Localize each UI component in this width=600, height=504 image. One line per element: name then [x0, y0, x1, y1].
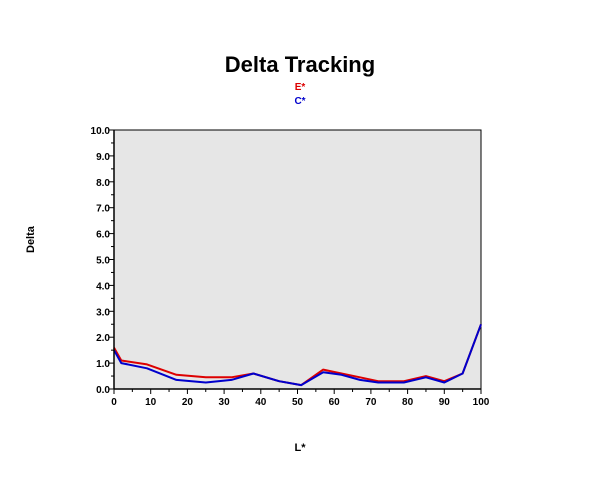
- plot-area: [113, 129, 482, 390]
- y-tick-label: 10.0: [91, 126, 111, 137]
- axis-ticks: 0.0 1.0 2.0 3.0 4.0 5.0 6.0 7.0 8.0 9.0 10.0 0 10 20 3…: [91, 126, 490, 408]
- x-tick-label: 100: [473, 397, 490, 408]
- x-tick-label: 50: [292, 397, 304, 408]
- y-tick-label: 0.0: [96, 385, 110, 396]
- x-tick-label: 10: [145, 397, 157, 408]
- x-tick-label: 20: [182, 397, 194, 408]
- x-axis-label: L*: [294, 442, 306, 454]
- y-tick-label: 1.0: [96, 359, 110, 370]
- y-tick-label: 9.0: [96, 152, 110, 163]
- series-layer: [113, 323, 482, 387]
- x-tick-label: 80: [402, 397, 414, 408]
- x-tick-label: 90: [439, 397, 451, 408]
- x-tick-label: 0: [111, 397, 117, 408]
- y-tick-label: 8.0: [96, 178, 110, 189]
- y-tick-label: 7.0: [96, 204, 110, 215]
- y-tick-label: 6.0: [96, 230, 110, 241]
- chart-title: Delta Tracking: [224, 52, 376, 77]
- x-tick-label: 60: [329, 397, 341, 408]
- x-tick-label: 30: [219, 397, 231, 408]
- x-tick-label: 40: [255, 397, 267, 408]
- x-tick-label: 70: [365, 397, 377, 408]
- series-line-c: [113, 323, 482, 387]
- series-line-e: [113, 323, 482, 387]
- legend-entry-e: E*: [294, 82, 306, 93]
- y-tick-label: 3.0: [96, 307, 110, 318]
- y-tick-label: 5.0: [96, 256, 110, 267]
- y-tick-label: 4.0: [96, 281, 110, 292]
- legend-entry-c: C*: [294, 96, 306, 107]
- y-tick-label: 2.0: [96, 333, 110, 344]
